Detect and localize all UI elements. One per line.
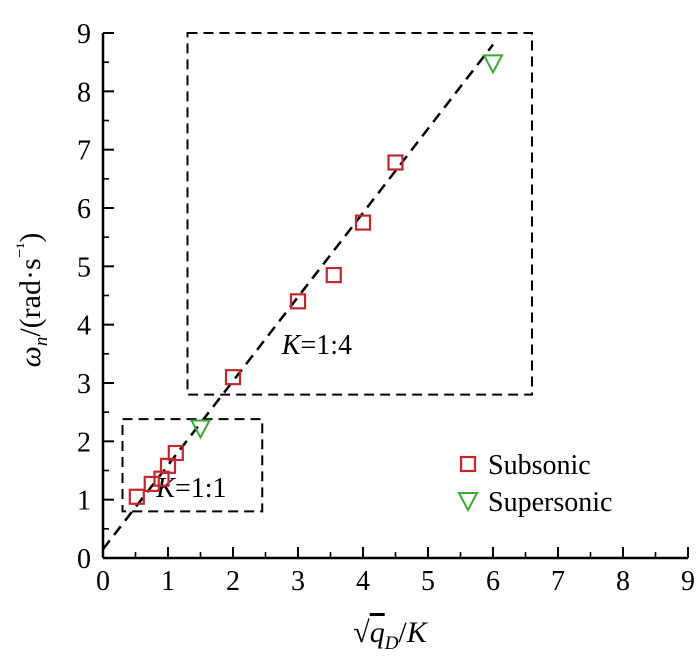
x-tick-label: 2 <box>226 566 240 597</box>
data-points <box>128 54 504 505</box>
subsonic-point <box>289 293 307 310</box>
subsonic-point <box>224 369 242 386</box>
axis-titles: √qD/Kωn/(rad·s⁻¹) <box>13 233 429 654</box>
x-title-k: K <box>406 616 429 649</box>
legend-label-subsonic: Subsonic <box>488 450 591 481</box>
region-label-value: =1:4 <box>300 330 352 361</box>
subsonic-point <box>387 154 404 171</box>
x-tick-label: 0 <box>96 566 110 597</box>
y-tick-label: 0 <box>77 544 91 575</box>
x-axis-title: √qD/K <box>353 616 429 654</box>
fit-line-group <box>102 43 494 551</box>
x-tick-label: 6 <box>486 566 500 597</box>
region-label-2: K=1:4 <box>281 330 352 361</box>
region-label-value: =1:1 <box>175 473 227 504</box>
x-tick-label: 4 <box>356 566 370 597</box>
subsonic-point <box>143 475 160 493</box>
subsonic-point <box>325 266 342 284</box>
x-tick-label: 5 <box>421 566 435 597</box>
y-tick-label: 3 <box>77 369 91 400</box>
y-tick-label: 1 <box>77 486 91 517</box>
region-label-1: K=1:1 <box>155 473 226 504</box>
axes: 0 1 2 3 4 5 6 7 8 9 0 1 2 3 4 5 6 7 8 9 <box>77 19 695 597</box>
y-title-close: ) <box>14 233 47 243</box>
y-title-omega: ω <box>14 346 47 367</box>
x-tick-label: 7 <box>551 566 565 597</box>
y-tick-label: 9 <box>77 19 91 50</box>
regions: K=1:1K=1:4 <box>121 32 533 513</box>
legend: Subsonic Supersonic <box>457 450 612 518</box>
y-title-sup: ⁻¹ <box>13 242 34 258</box>
y-tick-label: 7 <box>77 136 91 167</box>
x-title-sqrt: √ <box>353 616 370 649</box>
y-tick-label: 2 <box>77 427 91 458</box>
y-tick-label: 5 <box>77 252 91 283</box>
fit-line <box>102 43 494 551</box>
subsonic-point <box>167 444 184 462</box>
subsonic-point <box>128 488 145 505</box>
region-box-2 <box>186 32 533 396</box>
x-title-rest: / <box>398 616 407 649</box>
x-tick-label: 3 <box>291 566 305 597</box>
subsonic-point <box>354 214 372 231</box>
x-tick-label: 9 <box>681 566 695 597</box>
legend-label-supersonic: Supersonic <box>488 487 612 518</box>
y-axis-title: ωn/(rad·s⁻¹) <box>13 233 52 368</box>
x-tick-label: 8 <box>616 566 630 597</box>
y-title-sub: n <box>31 337 52 347</box>
y-tick-label: 4 <box>77 311 91 342</box>
x-tick-label: 1 <box>161 566 175 597</box>
legend-marker-subsonic <box>459 455 477 473</box>
region-label-var: K <box>281 330 302 361</box>
x-title-sub: D <box>384 633 399 654</box>
supersonic-point <box>189 419 212 440</box>
legend-marker-supersonic <box>457 492 479 513</box>
y-title-rest: /(rad·s <box>14 258 47 336</box>
y-tick-label: 8 <box>77 77 91 108</box>
region-box-1 <box>121 418 264 513</box>
y-tick-label: 6 <box>77 194 91 225</box>
x-title-q: q <box>370 616 385 649</box>
supersonic-point <box>482 54 504 75</box>
region-label-var: K <box>155 473 176 504</box>
